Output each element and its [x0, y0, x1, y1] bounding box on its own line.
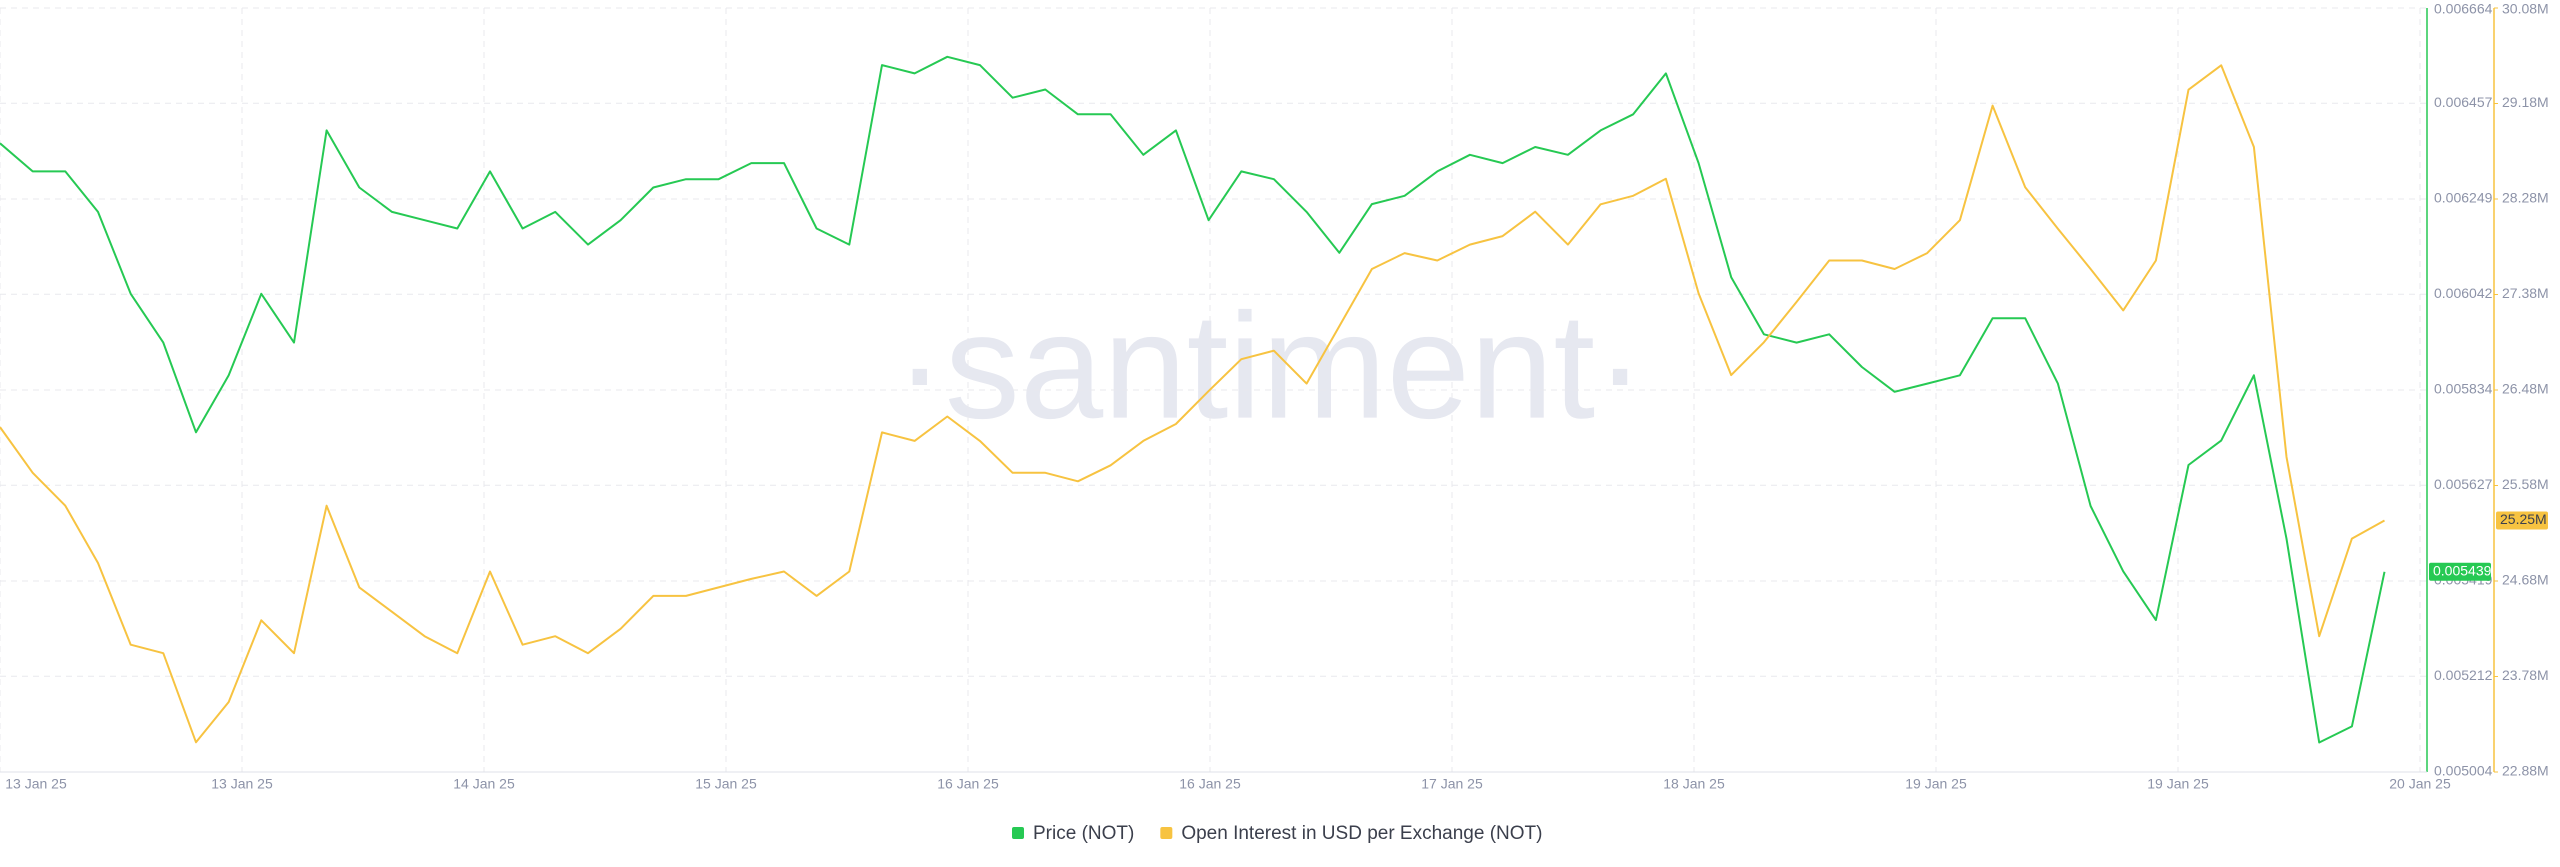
y2-tick-label: 25.58M — [2502, 476, 2549, 492]
y2-tick-label: 29.18M — [2502, 94, 2549, 110]
x-tick-label: 16 Jan 25 — [937, 776, 999, 792]
y-tick-label: 0.005212 — [2434, 667, 2493, 683]
legend-swatch — [1012, 827, 1024, 839]
legend-label: Open Interest in USD per Exchange (NOT) — [1181, 823, 1542, 844]
last-value-badge — [2496, 511, 2548, 530]
y2-tick-label: 22.88M — [2502, 763, 2549, 779]
x-tick-label: 13 Jan 25 — [211, 776, 273, 792]
x-tick-label: 19 Jan 25 — [1905, 776, 1967, 792]
y2-tick-label: 24.68M — [2502, 572, 2549, 588]
y2-tick-label: 23.78M — [2502, 667, 2549, 683]
watermark: ·santiment· — [895, 282, 1645, 450]
legend-swatch — [1160, 827, 1173, 839]
y-tick-label: 0.006249 — [2434, 190, 2493, 206]
x-tick-label: 15 Jan 25 — [695, 776, 757, 792]
last-value-label: 0.005439 — [2433, 562, 2492, 578]
y-tick-label: 0.006664 — [2434, 1, 2493, 17]
x-tick-label: 18 Jan 25 — [1663, 776, 1725, 792]
y-tick-label: 0.006042 — [2434, 285, 2493, 301]
y2-tick-label: 30.08M — [2502, 1, 2549, 17]
x-tick-label: 19 Jan 25 — [2147, 776, 2209, 792]
last-value-badge — [2429, 562, 2491, 581]
x-tick-label: 13 Jan 25 — [5, 776, 67, 792]
last-value-label: 25.25M — [2500, 511, 2547, 527]
x-tick-label: 17 Jan 25 — [1421, 776, 1483, 792]
y2-tick-label: 27.38M — [2502, 285, 2549, 301]
y2-tick-label: 28.28M — [2502, 190, 2549, 206]
x-tick-label: 14 Jan 25 — [453, 776, 515, 792]
x-tick-label: 16 Jan 25 — [1179, 776, 1241, 792]
y-tick-label: 0.005627 — [2434, 476, 2493, 492]
y-tick-label: 0.005834 — [2434, 381, 2493, 397]
x-tick-label: 20 Jan 25 — [2389, 776, 2451, 792]
legend-label: Price (NOT) — [1033, 823, 1134, 844]
y2-tick-label: 26.48M — [2502, 381, 2549, 397]
y-tick-label: 0.005004 — [2434, 763, 2493, 779]
y-tick-label: 0.006457 — [2434, 94, 2493, 110]
series-line — [0, 64, 2385, 744]
series-line — [0, 55, 2386, 744]
